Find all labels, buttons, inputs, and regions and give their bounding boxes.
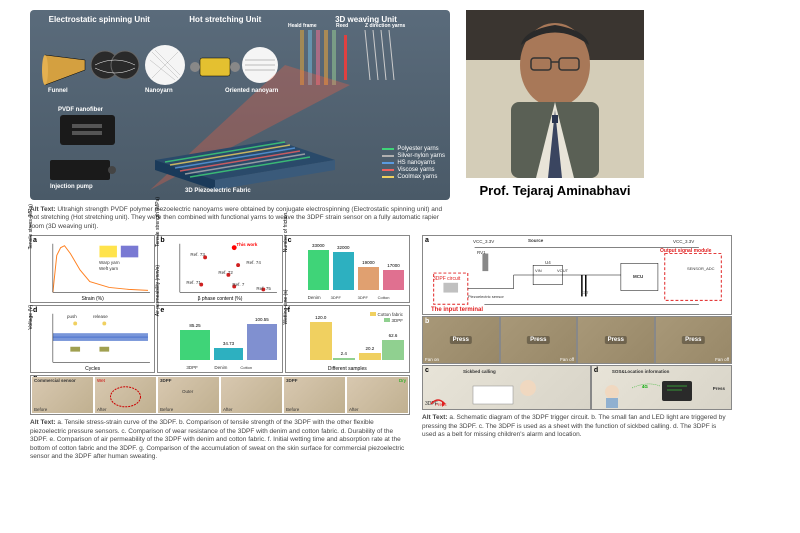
fl1: 3DPF (391, 318, 403, 323)
rv1: RV1 (477, 250, 486, 255)
pr1: Press (527, 336, 549, 344)
alt-text-2: Alt Text: a. Tensile stress-strain curve… (30, 419, 410, 461)
vcc2: VCC_3.3V (673, 239, 694, 244)
cv2: 19000 (358, 260, 379, 265)
schematic-diagram: Electrostatic spinning Unit Hot stretchi… (30, 10, 450, 200)
alt-text-3-body: a. Schematic diagram of the 3DPF trigger… (422, 414, 726, 438)
circ-a: a (425, 237, 429, 244)
piezo-sens: Piezoelectric sensor (468, 294, 504, 299)
chart-a: a Strain (%) Tensile stress (MPa) Warp y… (30, 235, 155, 303)
leg-vis: Viscose yarns (397, 167, 434, 173)
gs0: Before (34, 407, 47, 412)
alt-text-3: Alt Text: a. Schematic diagram of the 3D… (422, 414, 732, 439)
chart-g: g Commercial sensorBefore WetAfter 3DPFO… (30, 375, 410, 415)
ref74: Ref. 74 (246, 260, 261, 265)
chart-f-xlabel: Different samples (328, 366, 367, 372)
gs3: After (223, 407, 233, 412)
ref7: Ref. 7 (232, 282, 244, 287)
ref71: Ref. 71 (186, 280, 201, 285)
portrait-panel: Prof. Tejaraj Aminabhavi (465, 10, 645, 200)
leg-poly: Polyester yarns (397, 146, 438, 152)
pr2: Press (605, 336, 627, 344)
pb: b (425, 318, 429, 325)
u4: U4 (545, 260, 551, 265)
chart-e: e 85.25 34.73 100.55 3DPF Denim Cotton A… (157, 305, 282, 373)
alt-text-2-body: a. Tensile stress-strain curve of the 3D… (30, 419, 404, 460)
alt-text-1-body: Ultrahigh strength PVDF polymer piezoele… (30, 206, 442, 230)
source: Source (528, 238, 543, 243)
g2: 3DPF (160, 378, 172, 383)
chart-c: c 33000 32000 19000 17000 Denim 3DPF 3DP… (285, 235, 410, 303)
push: push (67, 314, 77, 319)
vcc1: VCC_3.3V (473, 239, 494, 244)
nanoyarn-label: Nanoyarn (145, 88, 173, 94)
fabric-label: 3D Piezoelectric Fabric (185, 188, 251, 194)
chart-b: b This work Ref. 73 Ref. 74 (157, 235, 282, 303)
diagram-legend: Polyester yarns Silver-nylon yarns HS na… (382, 146, 445, 180)
pvdf-label: PVDF nanofiber (58, 107, 103, 113)
g5: Dry (399, 378, 406, 383)
injection-label: Injection pump (50, 184, 93, 190)
sickbed-row: c Sickbed calling Press 3DPF d SOS&Locat… (422, 365, 732, 410)
funnel-label: Funnel (48, 88, 68, 94)
g0: Commercial sensor (34, 378, 76, 383)
g3: Outer (182, 389, 193, 394)
pr3: Press (682, 336, 704, 344)
input-term: The input terminal (431, 307, 483, 313)
cv3: 17000 (383, 263, 404, 268)
chart-c-ylabel: Number of friction (283, 213, 289, 252)
ev2: 100.55 (247, 317, 276, 322)
professor-name: Prof. Tejaraj Aminabhavi (480, 183, 631, 198)
heald-label: Heald frame (288, 23, 317, 29)
chart-d-ylabel: Voltage (V) (28, 305, 34, 330)
circ3dpf: 3DPF circuit (433, 276, 460, 282)
mcu: MCU (633, 274, 643, 279)
fan1: Fan off (560, 357, 574, 362)
oriented-label: Oriented nanoyarn (225, 88, 278, 94)
alt-text-1: Alt Text: Ultrahigh strength PVDF polyme… (30, 206, 450, 231)
chart-b-ylabel: Tensile strength (MPa) (155, 197, 161, 247)
pr0: Press (450, 336, 472, 344)
chart-a-ylabel: Tensile stress (MPa) (28, 204, 34, 249)
this-work: This work (236, 242, 257, 247)
fl0: Cotton fabric (377, 312, 403, 317)
ref75: Ref. 75 (256, 286, 271, 291)
ev1: 34.73 (214, 341, 243, 346)
leg-silver: Silver-nylon yarns (397, 153, 445, 159)
chart-a-xlabel: Strain (%) (82, 296, 104, 302)
release: release (93, 314, 108, 319)
cv0: 33000 (308, 243, 329, 248)
g4: 3DPF (286, 378, 298, 383)
output-mod: Output signal module (660, 248, 711, 254)
chart-d-xlabel: Cycles (85, 366, 100, 372)
chart-f-ylabel: Wetting time (s) (283, 290, 289, 325)
chart-f: f 120.0 2.4 20.2 62.6 Cotton fabric 3DPF… (285, 305, 410, 373)
reed-label: Reed (336, 23, 348, 29)
ec1: Denim (214, 365, 227, 370)
press-row: b Press Fan on Press Fan off Press Press Fan… (422, 316, 732, 364)
charts-panel: a Strain (%) Tensile stress (MPa) Warp y… (30, 235, 410, 465)
gs2: Before (160, 407, 173, 412)
chart-e-ylabel: Air permeability (mm/s) (155, 265, 161, 316)
leg-cool: Coolmax yarns (397, 174, 437, 180)
ev0: 85.25 (180, 323, 209, 328)
leg-weft: Weft yarn (99, 266, 118, 271)
ref73: Ref. 73 (190, 252, 205, 257)
leg-warp: Warp yarn (99, 260, 120, 265)
gs5: After (349, 407, 359, 412)
fan2: Fan off (715, 357, 729, 362)
chart-b-xlabel: β phase content (%) (198, 296, 243, 302)
portrait-photo (466, 10, 644, 178)
circuit-panel: a (422, 235, 732, 465)
circuit-schematic: a (422, 235, 732, 315)
cv1: 32000 (333, 245, 354, 250)
zdir-label: Z direction yarns (365, 23, 405, 29)
leg-hs: HS nanoyarns (397, 160, 435, 166)
gs4: Before (286, 407, 299, 412)
ec0: 3DPF (186, 365, 198, 370)
fan0: Fan on (425, 357, 439, 362)
chart-d: d push release Cycles Voltage (V) (30, 305, 155, 373)
cc0: Denim (308, 295, 321, 300)
ref72: Ref. 72 (218, 270, 233, 275)
